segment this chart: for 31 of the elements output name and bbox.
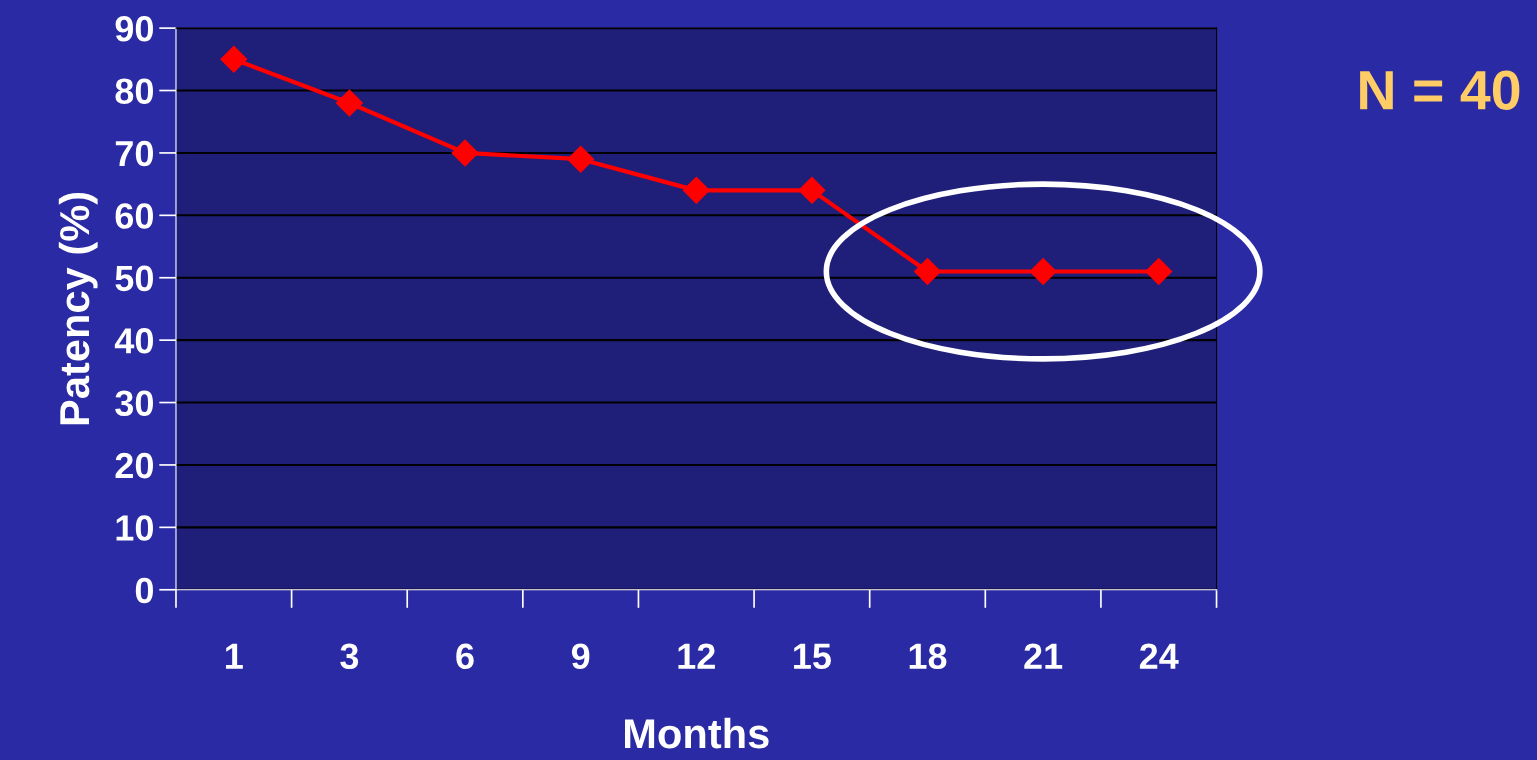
y-tick-label: 60 — [115, 203, 153, 229]
y-tick-label: 20 — [115, 452, 153, 479]
point — [1029, 258, 1057, 285]
point — [220, 45, 248, 73]
y-tick-label: 80 — [115, 78, 153, 104]
x-tick-label: 24 — [1139, 643, 1179, 669]
x-tick-label: 21 — [1024, 643, 1063, 669]
y-tick-label: 40 — [114, 328, 153, 354]
point — [798, 176, 826, 204]
x-tick-label: 9 — [571, 643, 590, 670]
y-tick-label: 50 — [115, 265, 153, 292]
text: N = 40 — [1360, 70, 1520, 110]
x-tick-label: 15 — [794, 643, 831, 670]
y-tick-label: 70 — [115, 140, 153, 167]
point — [914, 258, 941, 285]
point — [451, 139, 479, 167]
y-tick-label: 0 — [135, 577, 153, 604]
x-tick-label: 18 — [909, 643, 947, 670]
x-tick-label: 3 — [340, 643, 359, 670]
y-axis-title: Patency (%) — [58, 192, 98, 425]
x-tick-label: 6 — [456, 643, 474, 670]
point — [335, 89, 363, 117]
y-tick-label: 10 — [116, 515, 153, 541]
x-axis-title: Months — [625, 717, 769, 749]
point — [567, 145, 595, 173]
point — [1145, 258, 1173, 285]
x-tick-label: 1 — [226, 643, 243, 669]
point — [682, 176, 710, 204]
y-tick-label: 30 — [115, 390, 153, 417]
y-tick-label: 90 — [115, 15, 153, 42]
x-tick-label: 12 — [678, 643, 715, 669]
